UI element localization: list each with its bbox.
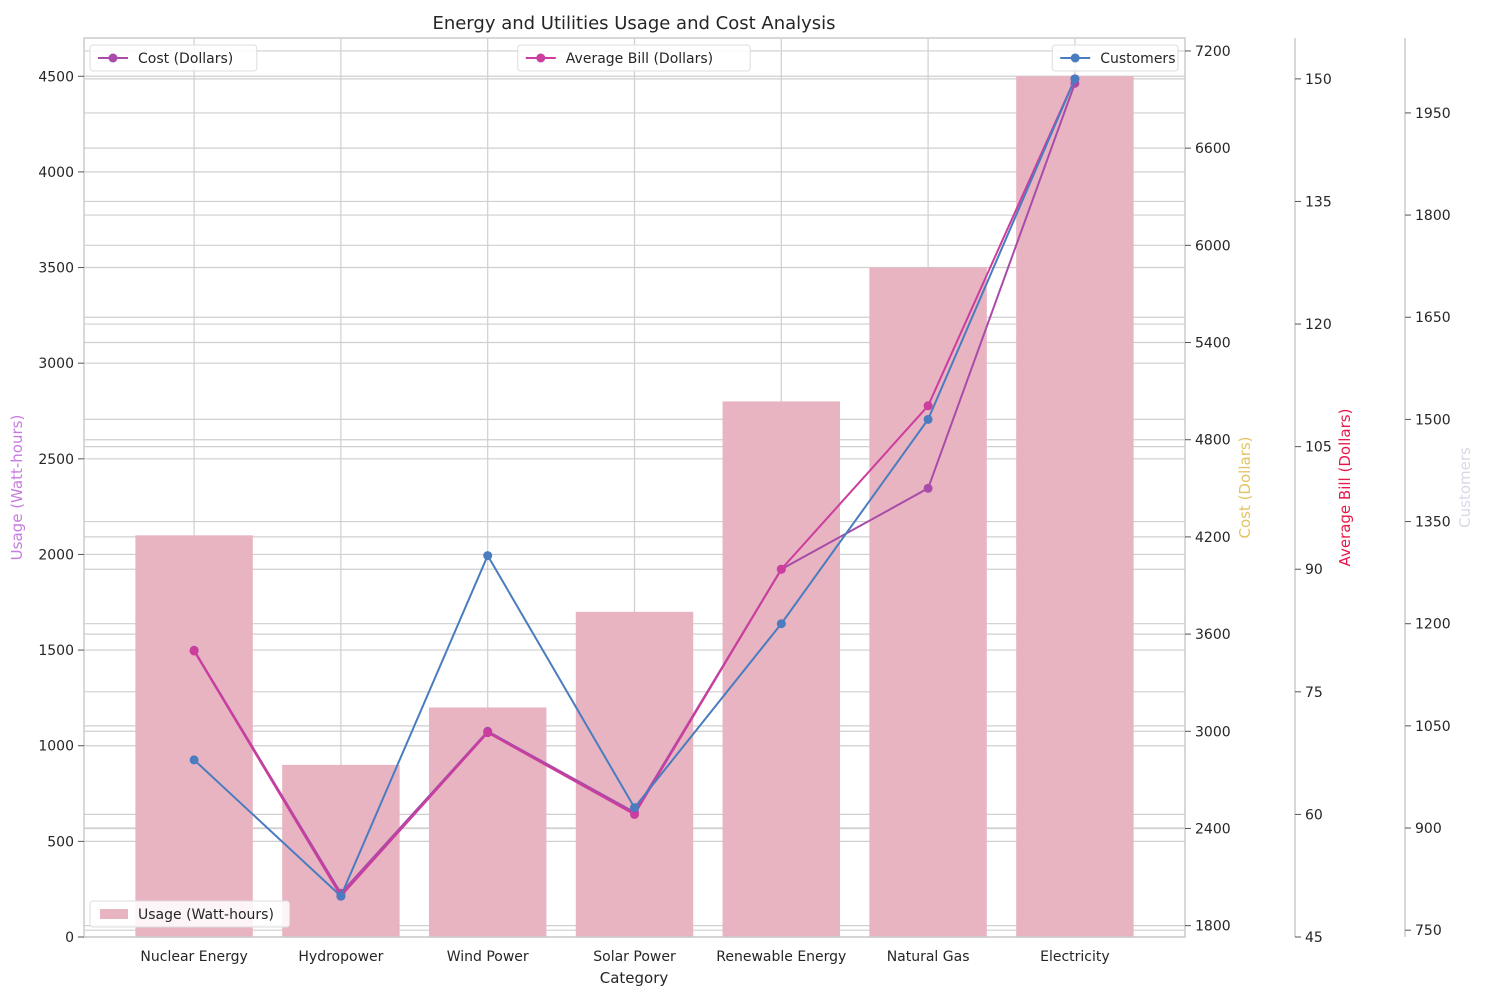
y-tick-label: 500	[47, 834, 74, 850]
x-axis-label: Category	[600, 969, 669, 987]
legend-label: Customers	[1100, 51, 1175, 67]
y-tick-label: 150	[1305, 72, 1332, 88]
y-tick-label: 1350	[1415, 515, 1451, 531]
bar	[428, 707, 547, 937]
y-tick-label: 900	[1415, 821, 1442, 837]
y-tick-label: 120	[1305, 317, 1332, 333]
y-axis-label: Average Bill (Dollars)	[1336, 409, 1354, 567]
y-tick-label: 3000	[1195, 724, 1231, 740]
line-series	[189, 74, 1080, 901]
bar	[869, 267, 987, 937]
bar	[575, 611, 694, 937]
legend-frame	[1051, 44, 1179, 72]
y-tick-label: 0	[65, 930, 74, 946]
y-tick-label: 75	[1305, 685, 1323, 701]
line-point	[923, 414, 933, 424]
line-point	[1070, 74, 1080, 84]
x-tick-label: Nuclear Energy	[140, 949, 247, 965]
legend: Average Bill (Dollars)	[517, 44, 751, 72]
y-tick-label: 7200	[1195, 44, 1231, 60]
legend-swatch	[100, 909, 128, 919]
legend: Customers	[1051, 44, 1179, 72]
line-point	[630, 803, 639, 813]
y-tick-label: 1500	[1415, 412, 1451, 428]
y-tick-label: 135	[1305, 194, 1332, 210]
y-tick-label: 4800	[1195, 433, 1231, 449]
legends: Usage (Watt-hours) Cost (Dollars) Average …	[89, 44, 1179, 928]
line-point	[483, 551, 493, 561]
y-tick-label: 1200	[1415, 617, 1451, 633]
y-tick-label: 1500	[38, 643, 74, 659]
axes: Nuclear Energy Hydropower Wind Power Solar …	[8, 38, 1474, 965]
y-tick-label: 1950	[1415, 106, 1451, 122]
y-tick-label: 90	[1305, 562, 1323, 578]
plot-frame	[83, 37, 1186, 938]
line-point	[923, 483, 933, 493]
bar	[135, 535, 253, 937]
legend-marker	[108, 53, 118, 63]
x-tick-label: Electricity	[1040, 949, 1110, 965]
y-tick-label: 1800	[1415, 208, 1451, 224]
y-tick-label: 2000	[38, 547, 74, 563]
y-tick-label: 2400	[1195, 821, 1231, 837]
y-tick-label: 3500	[38, 261, 74, 277]
y-tick-label: 4200	[1195, 530, 1231, 546]
x-tick-label: Natural Gas	[887, 949, 970, 965]
bar	[1016, 76, 1134, 938]
line-point	[776, 564, 786, 574]
y-tick-label: 3600	[1195, 627, 1231, 643]
chart-title: Energy and Utilities Usage and Cost Anal…	[432, 13, 835, 34]
bar	[722, 401, 841, 937]
y-tick-label: 1050	[1415, 719, 1451, 735]
y-axis-label: Cost (Dollars)	[1236, 436, 1254, 538]
y-tick-label: 1000	[38, 739, 74, 755]
line-point	[189, 646, 199, 656]
grid	[84, 38, 1185, 938]
legend: Cost (Dollars)	[89, 44, 258, 72]
legend-marker	[536, 53, 546, 63]
x-tick-label: Solar Power	[593, 949, 676, 965]
line-point	[189, 755, 199, 765]
x-tick-label: Hydropower	[298, 949, 383, 965]
legend-frame	[89, 44, 258, 72]
legend-frame	[89, 900, 291, 928]
y-tick-label: 1800	[1195, 919, 1231, 935]
y-tick-label: 6000	[1195, 238, 1231, 254]
y-tick-label: 3000	[38, 356, 74, 372]
y-axis-label: Usage (Watt-hours)	[8, 415, 26, 561]
y-axis-label: Customers	[1456, 447, 1474, 528]
y-tick-label: 105	[1305, 440, 1332, 456]
y-tick-label: 4000	[38, 165, 74, 181]
y-tick-label: 1650	[1415, 310, 1451, 326]
line-point	[630, 809, 639, 819]
line-point	[336, 891, 346, 901]
legend-frame	[517, 44, 751, 72]
line-point	[483, 728, 493, 738]
legend: Usage (Watt-hours)	[89, 900, 291, 928]
y-tick-label: 4500	[38, 69, 74, 85]
legend-label: Cost (Dollars)	[138, 51, 233, 67]
y-tick-label: 5400	[1195, 336, 1231, 352]
y-tick-label: 60	[1305, 807, 1323, 823]
x-tick-label: Wind Power	[447, 949, 529, 965]
y-tick-label: 6600	[1195, 141, 1231, 157]
line-point	[923, 401, 933, 411]
x-tick-label: Renewable Energy	[716, 949, 846, 965]
y-tick-label: 45	[1305, 930, 1323, 946]
y-tick-label: 2500	[38, 452, 74, 468]
legend-label: Usage (Watt-hours)	[138, 907, 274, 923]
legend-marker	[1070, 53, 1080, 63]
y-tick-label: 750	[1415, 923, 1442, 939]
legend-label: Average Bill (Dollars)	[566, 51, 713, 67]
line-point	[776, 619, 786, 629]
